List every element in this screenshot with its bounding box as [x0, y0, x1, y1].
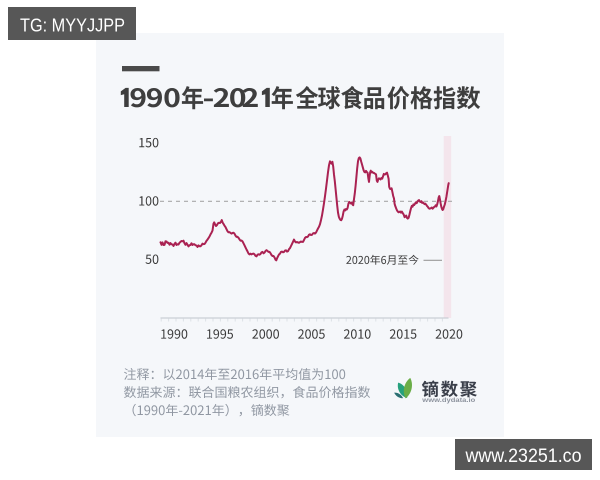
svg-text:TG: MYYJJPP: TG: MYYJJPP	[20, 15, 125, 36]
svg-text:www.dydata.io: www.dydata.io	[421, 397, 475, 404]
svg-text:www.23251.co: www.23251.co	[465, 446, 582, 467]
